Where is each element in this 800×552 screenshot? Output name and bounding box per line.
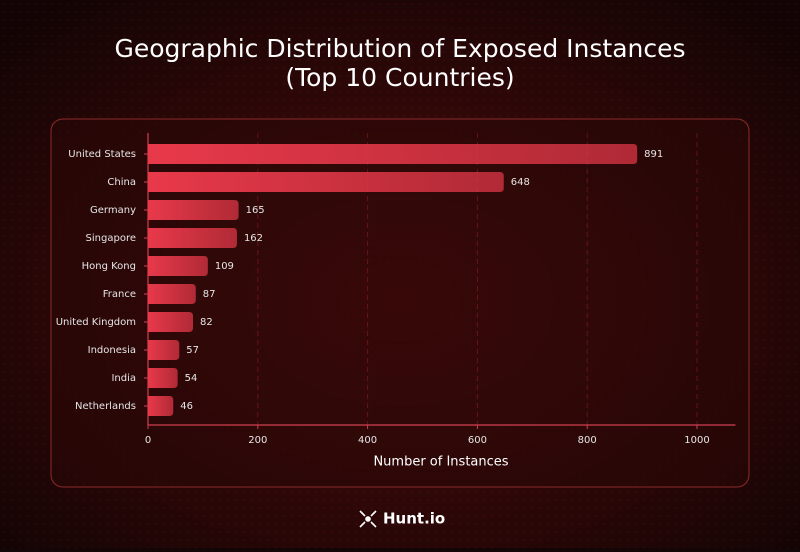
y-tick-label: China	[107, 177, 136, 188]
x-axis-label: Number of Instances	[373, 455, 508, 470]
value-label: 162	[244, 233, 263, 244]
value-label: 165	[246, 205, 265, 216]
brand-name: Hunt.io	[383, 510, 445, 528]
bar	[148, 368, 178, 388]
value-label: 57	[186, 345, 199, 356]
x-tick-label: 0	[145, 435, 151, 446]
value-label: 87	[203, 289, 216, 300]
y-tick-label: Hong Kong	[82, 261, 136, 272]
y-tick-label: Indonesia	[88, 345, 136, 356]
bar	[148, 144, 638, 164]
bar	[148, 340, 180, 360]
y-tick-label: Singapore	[86, 233, 136, 244]
value-label: 54	[185, 373, 198, 384]
x-tick-label: 1000	[684, 435, 709, 446]
bar	[148, 396, 174, 416]
value-label: 891	[644, 149, 663, 160]
y-tick-label: United States	[68, 149, 136, 160]
value-label: 46	[180, 401, 193, 412]
y-tick-label: United Kingdom	[56, 317, 136, 328]
value-label: 109	[215, 261, 234, 272]
bar	[148, 172, 504, 192]
y-tick-label: France	[103, 289, 136, 300]
brand-logo	[359, 510, 377, 528]
bar	[148, 228, 237, 248]
x-tick-label: 400	[358, 435, 377, 446]
chart-title: Geographic Distribution of Exposed Insta…	[114, 34, 685, 63]
x-tick-label: 200	[248, 435, 267, 446]
bar	[148, 312, 194, 332]
bar	[148, 284, 196, 304]
bar	[148, 256, 208, 276]
y-tick-label: Germany	[90, 205, 136, 216]
chart-subtitle: (Top 10 Countries)	[285, 63, 514, 92]
x-tick-label: 800	[578, 435, 597, 446]
y-tick-label: Netherlands	[75, 401, 136, 412]
bar	[148, 200, 239, 220]
value-label: 82	[200, 317, 213, 328]
value-label: 648	[511, 177, 530, 188]
y-tick-label: India	[111, 373, 136, 384]
x-tick-label: 600	[468, 435, 487, 446]
